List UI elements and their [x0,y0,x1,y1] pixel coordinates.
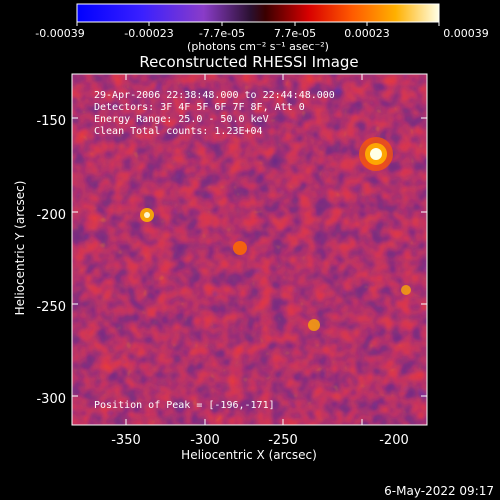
y-axis-label: Heliocentric Y (arcsec) [13,181,27,316]
footer-date: 6-May-2022 09:17 [384,484,494,498]
colorbar-tick-label: 7.7e-05 [274,27,316,40]
x-tick-label: -300 [190,433,220,448]
plot-title: Reconstructed RHESSI Image [139,53,358,71]
image-panel [71,73,428,426]
time-range-text: 29-Apr-2006 22:38:48.000 to 22:44:48.000 [94,90,335,101]
y-tick-label: -300 [36,392,66,407]
peak-position-text: Position of Peak = [-196,-171] [94,400,275,411]
clean-counts-text: Clean Total counts: 1.23E+04 [94,126,263,137]
colorbar-tick-label: 0.00039 [443,27,489,40]
y-tick-label: -250 [36,300,66,315]
y-axis: -150 -200 -250 -300 Heliocentric Y (arcs… [13,114,427,407]
colorbar-gradient [76,3,440,23]
x-axis-label: Heliocentric X (arcsec) [181,448,317,462]
colorbar-tick-label: -0.00039 [35,27,84,40]
x-tick-label: -250 [268,433,298,448]
x-axis: -350 -300 -250 -200 Heliocentric X (arcs… [111,74,409,462]
colorbar: -0.00039 -0.00023 -7.7e-05 7.7e-05 0.000… [35,3,489,53]
colorbar-unit-label: (photons cm⁻² s⁻¹ asec⁻²) [187,40,329,53]
x-tick-label: -350 [111,433,141,448]
image-hot-regions [72,74,427,425]
colorbar-tick-label: -0.00023 [124,27,173,40]
secondary-bright-spots [140,208,411,331]
colorbar-tick-label: 0.00023 [344,27,390,40]
peak-hotspot [359,137,393,171]
image-frame [71,73,428,426]
y-tick-label: -150 [36,114,66,129]
image-annotations: 29-Apr-2006 22:38:48.000 to 22:44:48.000… [94,90,335,411]
detectors-text: Detectors: 3F 4F 5F 6F 7F 8F, Att 0 [94,102,305,113]
energy-range-text: Energy Range: 25.0 - 50.0 keV [94,114,269,125]
colorbar-tick-label: -7.7e-05 [199,27,245,40]
colorbar-ticks [76,22,440,26]
x-tick-label: -200 [379,433,409,448]
y-tick-label: -200 [36,208,66,223]
